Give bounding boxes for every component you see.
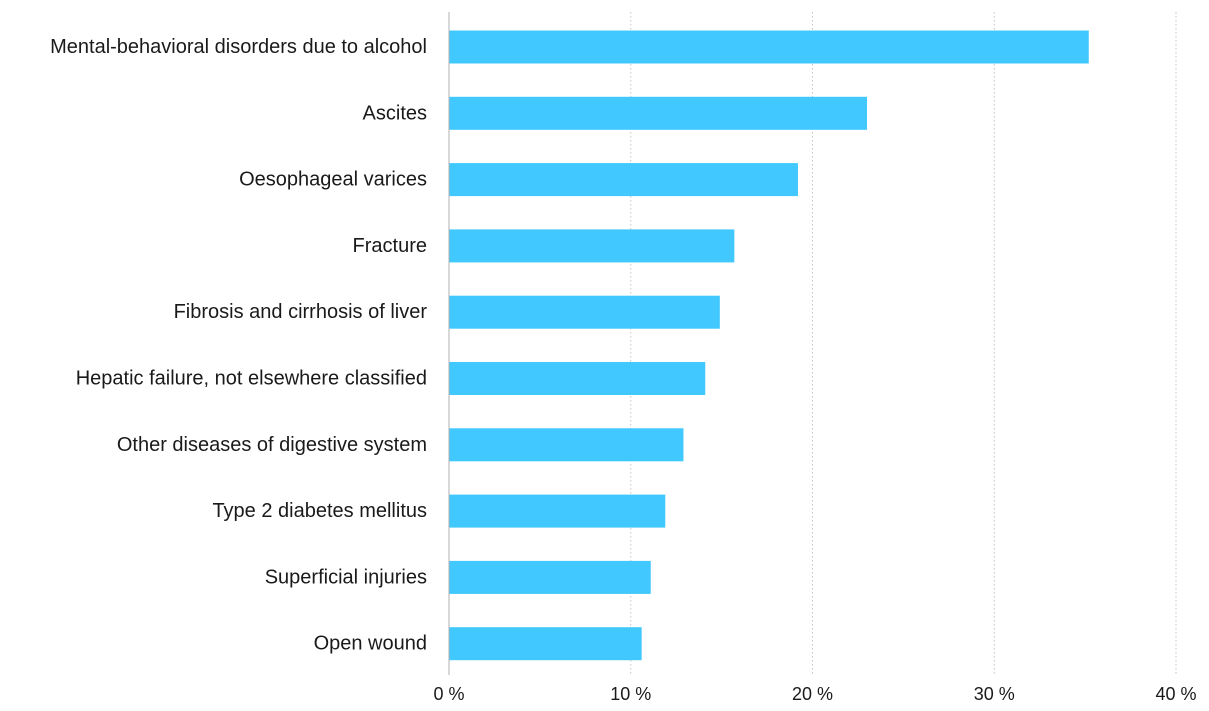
category-label-3: Oesophageal varices [239, 169, 427, 191]
x-tick-label-10: 10 % [610, 684, 651, 704]
x-tick-label-20: 20 % [792, 684, 833, 704]
bar-6 [449, 362, 706, 395]
category-label-9: Superficial injuries [265, 566, 427, 588]
category-label-8: Type 2 diabetes mellitus [212, 500, 427, 522]
x-tick-label-30: 30 % [974, 684, 1015, 704]
x-tick-label-0: 0 % [433, 684, 464, 704]
bars [449, 30, 1089, 661]
category-label-4: Fracture [353, 235, 427, 257]
bar-1 [449, 30, 1089, 64]
x-tick-labels: 0 % 10 % 20 % 30 % 40 % [433, 684, 1196, 704]
bar-4 [449, 229, 735, 263]
bar-5 [449, 295, 720, 329]
bar-7 [449, 428, 684, 462]
category-label-7: Other diseases of digestive system [117, 434, 427, 456]
category-label-1: Mental-behavioral disorders due to alcoh… [50, 36, 427, 58]
bar-3 [449, 163, 798, 197]
x-tick-label-40: 40 % [1155, 684, 1196, 704]
bar-9 [449, 560, 651, 594]
category-label-6: Hepatic failure, not elsewhere classifie… [76, 368, 427, 390]
bar-8 [449, 494, 666, 528]
category-labels: Mental-behavioral disorders due to alcoh… [50, 36, 427, 655]
category-label-10: Open wound [314, 633, 427, 655]
bar-2 [449, 96, 868, 130]
category-label-5: Fibrosis and cirrhosis of liver [174, 301, 428, 323]
category-label-2: Ascites [363, 102, 427, 124]
bar-10 [449, 627, 642, 661]
